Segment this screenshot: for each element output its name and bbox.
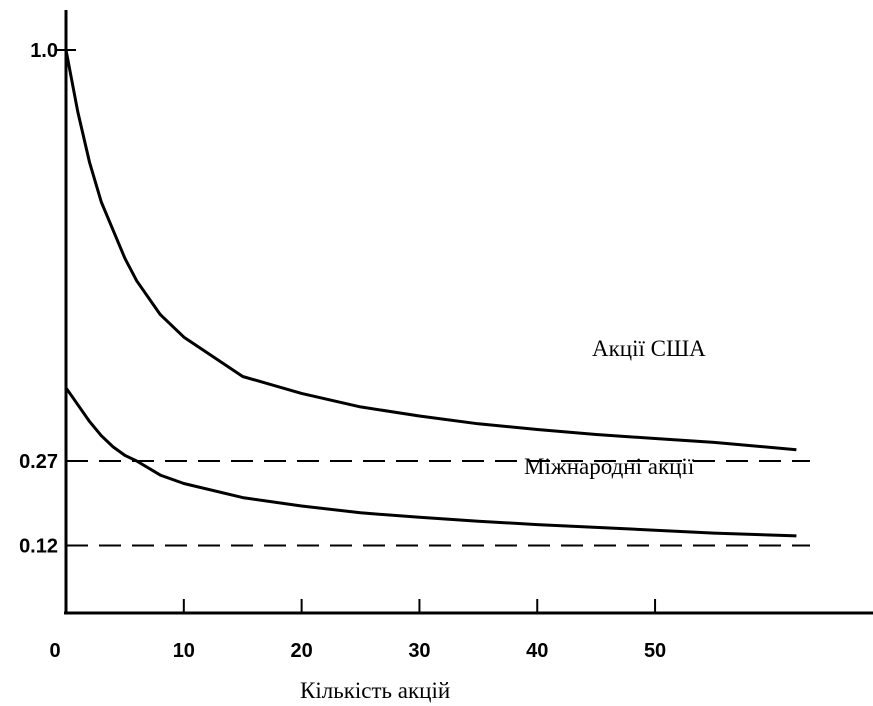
y-tick-label-0: 1.0 <box>30 40 58 62</box>
ticks <box>56 49 657 613</box>
series-label-0: Акції США <box>592 336 706 361</box>
x-tick-label-1: 10 <box>173 640 195 662</box>
series-line-0 <box>64 49 797 452</box>
axes <box>64 10 873 615</box>
x-tick-label-3: 30 <box>408 640 430 662</box>
series-line-1 <box>64 386 797 538</box>
x-tick-label-4: 40 <box>526 640 548 662</box>
tick-labels: 0 10 20 30 40 50 1.0 0.27 0.12 <box>19 40 666 662</box>
x-tick-label-0: 0 <box>49 640 60 662</box>
y-tick-label-1: 0.27 <box>19 451 58 473</box>
series-lines <box>64 49 797 538</box>
y-tick-label-2: 0.12 <box>19 535 58 557</box>
reference-lines <box>66 459 810 547</box>
x-tick-label-2: 20 <box>291 640 313 662</box>
x-tick-label-5: 50 <box>644 640 666 662</box>
series-label-1: Міжнародні акції <box>524 454 695 479</box>
x-axis-title: Кількість акцій <box>300 678 450 703</box>
series-labels: Акції США Міжнародні акції <box>524 336 706 479</box>
